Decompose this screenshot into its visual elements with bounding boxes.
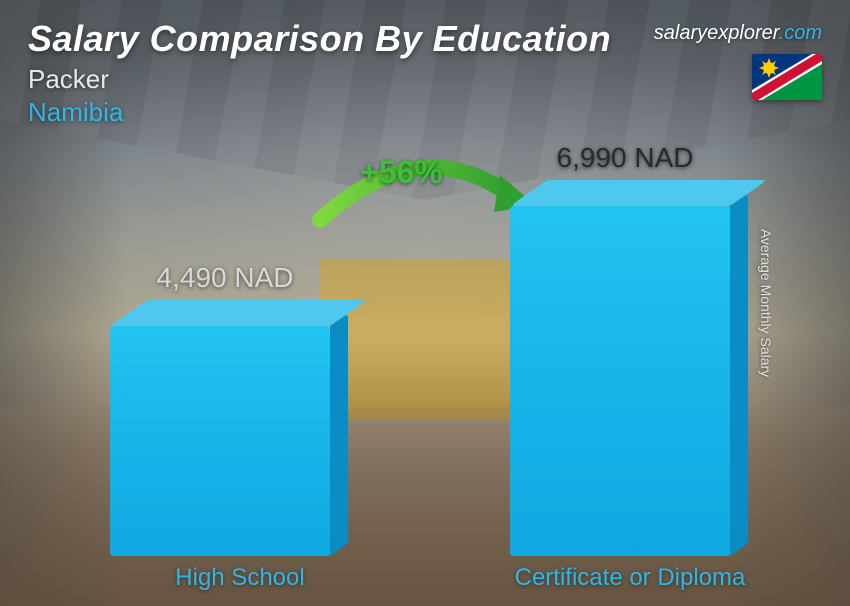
job-subtitle: Packer: [28, 64, 611, 95]
country-subtitle: Namibia: [28, 97, 611, 128]
bar-front: [110, 326, 330, 556]
bar-side: [330, 313, 348, 556]
title-block: Salary Comparison By Education Packer Na…: [28, 18, 611, 128]
bar-side: [730, 193, 748, 556]
flag-icon: [752, 54, 822, 100]
brand-domain: .com: [779, 22, 822, 44]
bar-label-0: High School: [140, 564, 340, 592]
bar-label-1: Certificate or Diploma: [480, 564, 780, 592]
bar-chart: 4,490 NAD6,990 NAD: [0, 150, 850, 556]
brand-name: salaryexplorer: [654, 22, 779, 44]
bar-front: [510, 206, 730, 556]
bar-top: [510, 180, 767, 206]
bar-top: [110, 300, 367, 326]
page-title: Salary Comparison By Education: [28, 18, 611, 60]
brand-logo: salaryexplorer.com: [654, 22, 822, 45]
bar-value-0: 4,490 NAD: [105, 262, 345, 294]
bar-value-1: 6,990 NAD: [505, 142, 745, 174]
